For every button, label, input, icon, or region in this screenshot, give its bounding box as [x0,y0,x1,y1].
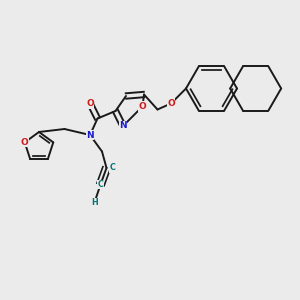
Text: H: H [91,198,98,207]
Text: O: O [167,99,175,108]
Text: O: O [86,99,94,108]
Text: N: N [86,130,94,140]
Text: C: C [110,164,116,172]
Text: O: O [21,138,28,147]
Text: N: N [119,122,127,130]
Text: O: O [139,102,146,111]
Text: C: C [98,180,103,189]
